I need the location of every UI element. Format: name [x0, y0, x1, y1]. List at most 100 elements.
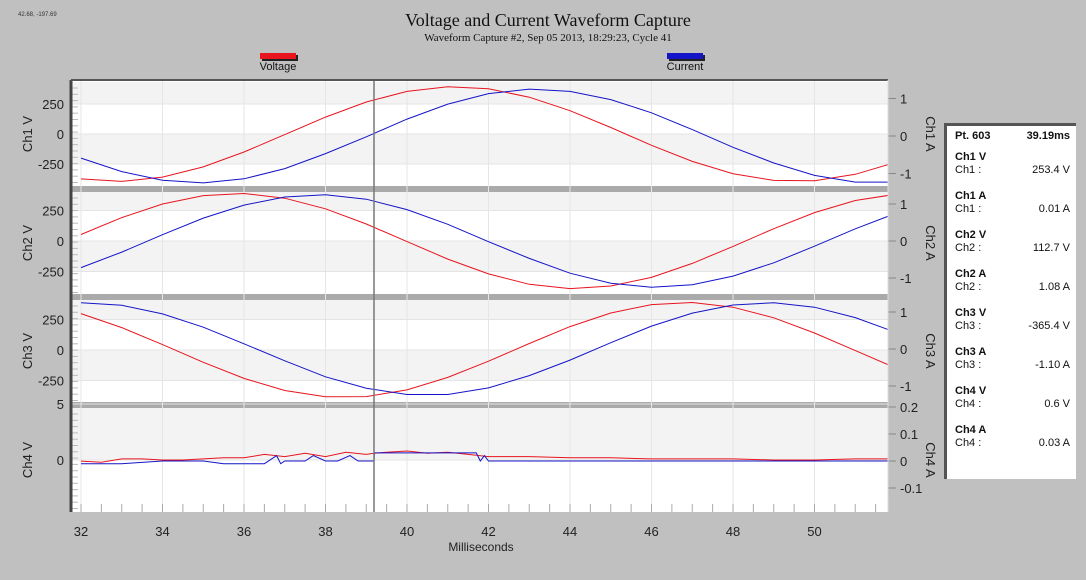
x-tick-label: 40: [400, 524, 414, 539]
readout-item: Ch2 A Ch2 : 1.08 A: [955, 268, 1070, 294]
band: [72, 241, 888, 272]
readout-item: Ch4 V Ch4 : 0.6 V: [955, 385, 1070, 411]
x-tick-label: 42: [481, 524, 495, 539]
band: [72, 134, 888, 164]
cursor-readout-panel: Pt. 603 39.19ms Ch1 V Ch1 : 253.4 V Ch1 A…: [944, 123, 1076, 479]
readout-item: Ch1 A Ch1 : 0.01 A: [955, 190, 1070, 216]
right-tick-label: 0: [900, 234, 907, 249]
voltage-swatch: [260, 53, 296, 59]
left-axis-label: Ch4 V: [20, 442, 35, 478]
readout-channel-value: 0.01 A: [1038, 203, 1070, 215]
right-tick-label: 1: [900, 92, 907, 107]
chart-title: Voltage and Current Waveform Capture: [405, 10, 691, 30]
readout-channel-value: 112.7 V: [1032, 242, 1070, 254]
band: [72, 300, 888, 320]
x-tick-label: 38: [318, 524, 332, 539]
readout-channel-label: Ch1 :: [955, 164, 982, 176]
readout-channel-label: Ch3 :: [955, 359, 982, 371]
readout-channel-name: Ch2 A: [955, 268, 987, 280]
right-tick-label: -1: [900, 379, 912, 394]
readout-time: 39.19ms: [1026, 130, 1070, 142]
readout-channel-label: Ch4 :: [955, 398, 982, 410]
right-tick-label: 1: [900, 305, 907, 320]
legend-voltage[interactable]: Voltage: [238, 53, 318, 73]
readout-channel-name: Ch4 V: [955, 385, 987, 397]
legend-voltage-label: Voltage: [259, 61, 297, 73]
legend-current[interactable]: Current: [645, 53, 725, 73]
ch3-current-trace: [80, 302, 888, 395]
x-tick-label: 34: [155, 524, 169, 539]
readout-channel-name: Ch4 A: [955, 424, 987, 436]
readout-channel-label: Ch2 :: [955, 242, 982, 254]
readout-channel-name: Ch3 V: [955, 307, 987, 319]
right-tick-label: 0: [900, 342, 907, 357]
ch1-current-trace: [80, 88, 888, 184]
left-tick-label: 0: [57, 127, 64, 142]
right-axis-label: Ch4 A: [923, 442, 938, 478]
left-tick-label: 250: [42, 97, 64, 112]
left-tick-label: -250: [38, 374, 64, 389]
panel-separator: [72, 294, 888, 300]
x-axis-label: Milliseconds: [448, 540, 513, 554]
left-tick-label: -250: [38, 157, 64, 172]
legend-current-label: Current: [666, 61, 704, 73]
band: [72, 192, 888, 211]
readout-channel-name: Ch1 A: [955, 190, 987, 202]
x-tick-label: 48: [726, 524, 740, 539]
right-axis-label: Ch3 A: [923, 333, 938, 369]
ch3-voltage-trace: [80, 301, 888, 398]
band: [72, 82, 888, 104]
left-tick-label: 250: [42, 204, 64, 219]
left-tick-label: 0: [57, 234, 64, 249]
right-axis-label: Ch2 A: [923, 225, 938, 261]
readout-item: Ch2 V Ch2 : 112.7 V: [955, 229, 1070, 255]
readout-channel-name: Ch1 V: [955, 151, 987, 163]
readout-channel-label: Ch3 :: [955, 320, 982, 332]
readout-channel-value: 1.08 A: [1038, 281, 1070, 293]
readout-channel-label: Ch4 :: [955, 437, 982, 449]
ch2-voltage-trace: [80, 192, 888, 290]
band: [72, 408, 888, 460]
x-tick-label: 36: [237, 524, 251, 539]
right-tick-label: 0.1: [900, 427, 918, 442]
panel-separator: [72, 402, 888, 408]
readout-channel-label: Ch2 :: [955, 281, 982, 293]
x-tick-label: 32: [74, 524, 88, 539]
readout-channel-name: Ch3 A: [955, 346, 987, 358]
right-tick-label: -1: [900, 167, 912, 182]
readout-header: Pt. 603 39.19ms: [955, 130, 1070, 142]
chart-subtitle: Waveform Capture #2, Sep 05 2013, 18:29:…: [424, 32, 672, 44]
readout-channel-value: -1.10 A: [1035, 359, 1070, 371]
readout-point: Pt. 603: [955, 130, 991, 142]
band: [72, 350, 888, 381]
left-tick-label: 0: [57, 343, 64, 358]
right-tick-label: 1: [900, 197, 907, 212]
left-tick-label: -250: [38, 265, 64, 280]
readout-item: Ch4 A Ch4 : 0.03 A: [955, 424, 1070, 450]
readout-channel-value: 0.03 A: [1038, 437, 1070, 449]
right-tick-label: 0: [900, 129, 907, 144]
x-tick-label: 44: [563, 524, 577, 539]
readout-item: Ch1 V Ch1 : 253.4 V: [955, 151, 1070, 177]
readout-channel-value: 0.6 V: [1044, 398, 1070, 410]
right-tick-label: -0.1: [900, 481, 922, 496]
ch1-voltage-trace: [80, 86, 888, 182]
panel-separator: [72, 186, 888, 192]
readout-channel-value: 253.4 V: [1032, 164, 1070, 176]
x-tick-label: 50: [807, 524, 821, 539]
left-tick-label: 250: [42, 313, 64, 328]
right-axis-label: Ch1 A: [923, 116, 938, 152]
x-tick-label: 46: [644, 524, 658, 539]
current-swatch: [667, 53, 703, 59]
left-axis-label: Ch3 V: [20, 333, 35, 369]
ch2-current-trace: [80, 194, 888, 288]
right-tick-label: -1: [900, 271, 912, 286]
right-tick-label: 0: [900, 454, 907, 469]
right-tick-label: 0.2: [900, 400, 918, 415]
readout-channel-name: Ch2 V: [955, 229, 987, 241]
readout-channel-label: Ch1 :: [955, 203, 982, 215]
readout-item: Ch3 A Ch3 : -1.10 A: [955, 346, 1070, 372]
readout-channel-value: -365.4 V: [1028, 320, 1070, 332]
